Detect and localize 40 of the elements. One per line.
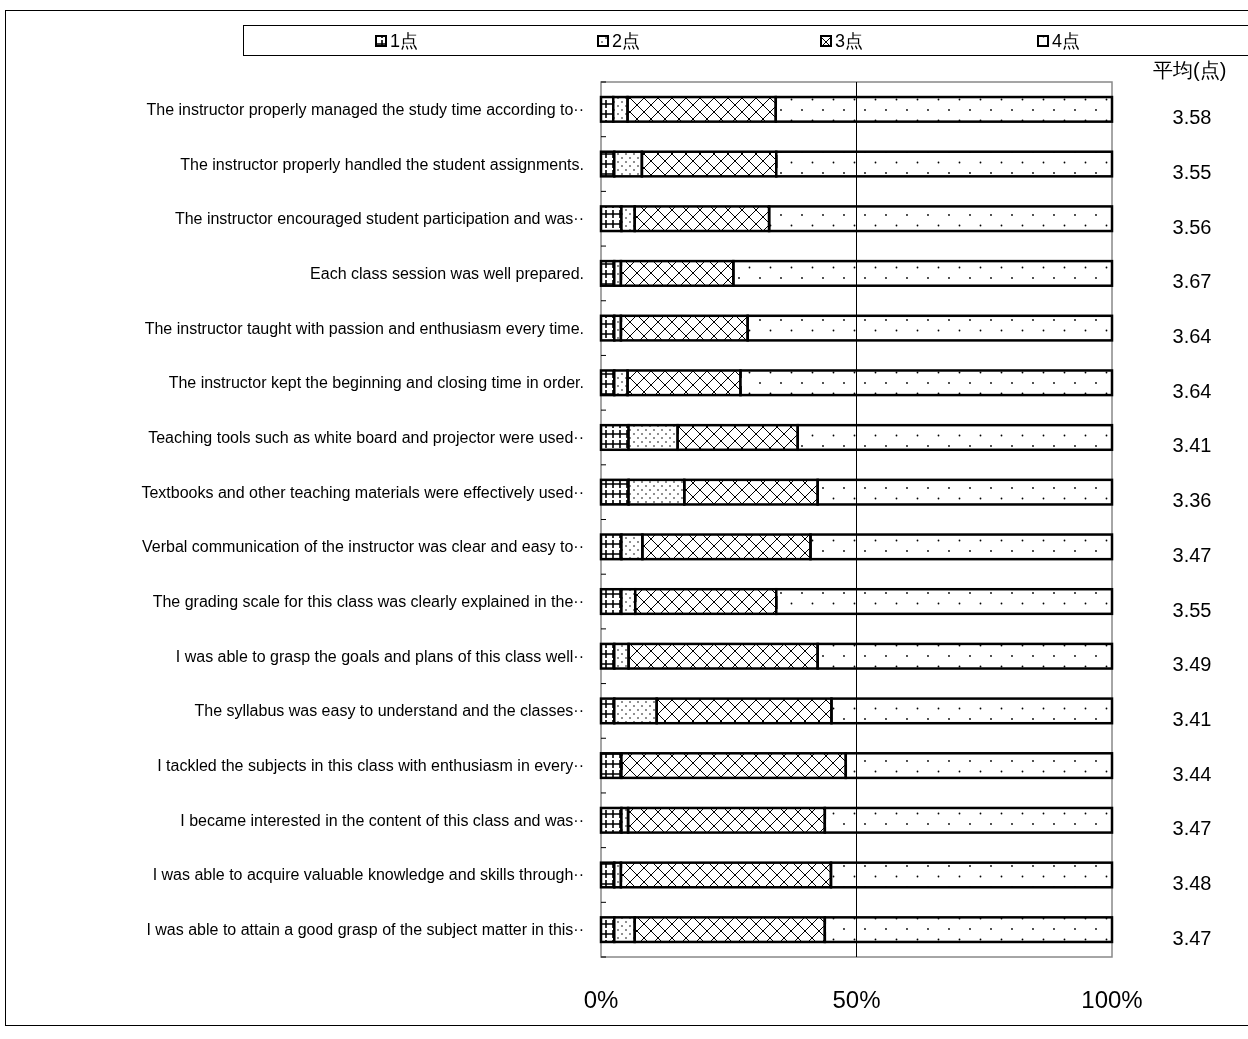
text: 3.64 bbox=[1172, 379, 1212, 402]
x-tick-label: 100% bbox=[1081, 986, 1143, 1013]
text: 3.55 bbox=[1172, 161, 1212, 184]
text: 3.44 bbox=[1172, 762, 1212, 785]
x-tick-label: 50% bbox=[832, 986, 881, 1013]
y-tick-label: The instructor properly handled the student assignments. bbox=[180, 155, 584, 173]
text: 3.36 bbox=[1172, 489, 1212, 512]
text: 3.41 bbox=[1172, 434, 1212, 457]
y-tick-label: Textbooks and other teaching materials were effectively used·· bbox=[141, 483, 584, 501]
y-tick-label: Verbal communication of the instructor was clear and easy to·· bbox=[142, 538, 584, 556]
text: 3.67 bbox=[1172, 270, 1212, 293]
text: 3.47 bbox=[1172, 817, 1212, 840]
text: 3.48 bbox=[1172, 871, 1212, 894]
y-tick-label: The instructor taught with passion and enthusiasm every time. bbox=[144, 319, 584, 337]
text: 平均(点) bbox=[1153, 59, 1227, 81]
y-tick-label: Each class session was well prepared. bbox=[310, 264, 584, 282]
text: 3.47 bbox=[1172, 543, 1212, 566]
text: 3.55 bbox=[1172, 598, 1212, 621]
text: 3.56 bbox=[1172, 215, 1212, 238]
text: 3.47 bbox=[1172, 926, 1212, 949]
y-tick-label: I tackled the subjects in this class with enthusiasm in every·· bbox=[157, 757, 584, 775]
y-tick-label: The grading scale for this class was clearly explained in the·· bbox=[152, 593, 584, 611]
y-tick-label: I was able to attain a good grasp of the subject matter in this·· bbox=[146, 921, 584, 939]
legend-label: 3点 bbox=[835, 31, 864, 51]
text: 3.49 bbox=[1172, 653, 1212, 676]
x-tick-label: 0% bbox=[583, 986, 619, 1013]
y-tick-label: I was able to acquire valuable knowledge and skills through·· bbox=[152, 866, 584, 884]
text: 3.64 bbox=[1172, 325, 1212, 348]
text: 3.58 bbox=[1172, 106, 1212, 129]
y-tick-label: The instructor kept the beginning and closing time in order. bbox=[168, 374, 584, 392]
y-tick-label: The instructor encouraged student participation and was·· bbox=[174, 210, 584, 228]
legend-label: 1点 bbox=[390, 31, 419, 51]
legend-label: 2点 bbox=[612, 31, 641, 51]
y-tick-label: I became interested in the content of this class and was·· bbox=[180, 811, 584, 829]
y-tick-label: I was able to grasp the goals and plans of this class well·· bbox=[175, 647, 584, 665]
text: 3.41 bbox=[1172, 707, 1212, 730]
y-tick-label: Teaching tools such as white board and projector were used·· bbox=[148, 428, 584, 446]
y-tick-label: The syllabus was easy to understand and the classes·· bbox=[194, 702, 584, 720]
legend-label: 4点 bbox=[1052, 31, 1081, 51]
y-tick-label: The instructor properly managed the study time according to·· bbox=[146, 100, 584, 118]
